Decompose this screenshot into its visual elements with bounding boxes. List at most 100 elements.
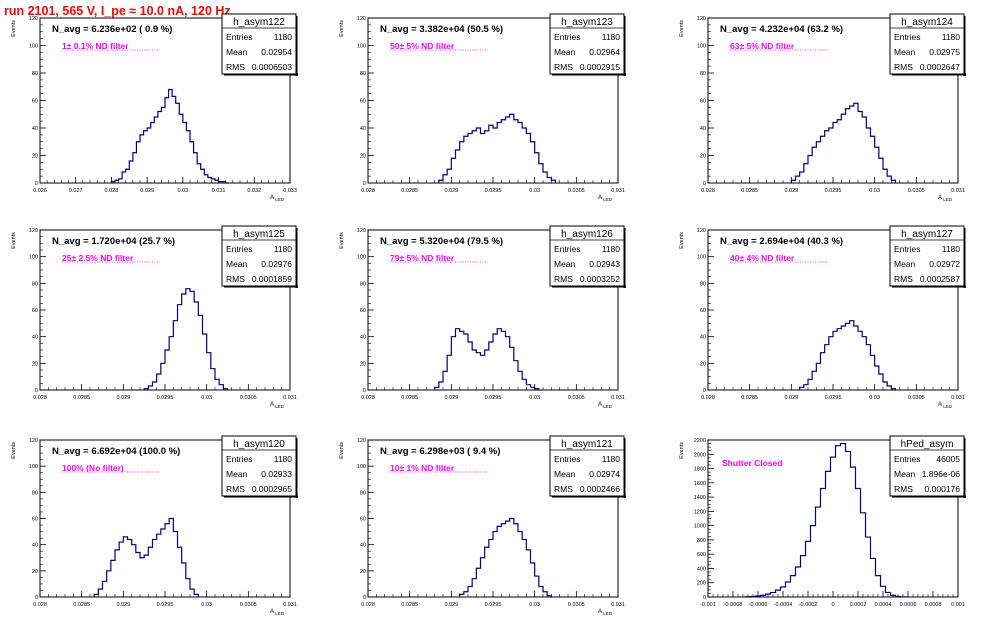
stats-label: Mean (226, 469, 248, 479)
x-tick-label: 0.033 (283, 188, 297, 194)
x-axis-title-sub: LED (602, 611, 613, 616)
navg-label: N_avg = 5.320e+04 (79.5 %) (380, 236, 503, 247)
y-tick-label: 1400 (694, 495, 706, 501)
stats-box-title: h_asym120 (233, 439, 285, 450)
y-axis-title: Events (11, 442, 17, 459)
navg-label: N_avg = 6.692e+04 (100.0 %) (52, 446, 180, 457)
y-tick-label: 80 (360, 490, 366, 496)
navg-label: N_avg = 1.720e+04 (25.7 %) (52, 236, 175, 247)
y-tick-label: 0 (35, 388, 38, 394)
stats-box-shadow (295, 228, 298, 288)
x-axis-title-main: A (270, 402, 274, 408)
stats-label: Entries (226, 454, 252, 464)
stats-value: 1180 (602, 244, 621, 254)
x-tick-label: 0.028 (105, 188, 119, 194)
stats-box-title: h_asym124 (901, 17, 953, 28)
y-tick-label: 20 (700, 154, 706, 160)
x-tick-label: 0.028 (361, 395, 375, 401)
stats-label: Entries (226, 244, 252, 254)
stats-box (221, 13, 297, 75)
stats-value: 0.0002915 (580, 62, 620, 72)
y-tick-label: 0 (703, 388, 706, 394)
y-tick-label: 120 (357, 228, 366, 234)
stats-box-title: h_asym123 (561, 17, 613, 28)
y-tick-label: 80 (32, 490, 38, 496)
y-tick-label: 60 (32, 308, 38, 314)
y-tick-label: 2200 (694, 438, 706, 444)
y-tick-label: 20 (32, 361, 38, 367)
stats-value: 0.02964 (589, 47, 620, 57)
histogram-pad-hPed_asym: 0 200 400 600 800 1000 1200 1400 1600 1800 2000 220… (679, 435, 966, 608)
y-tick-label: 60 (360, 308, 366, 314)
stats-value: 0.02975 (929, 47, 960, 57)
y-tick-label: 20 (32, 154, 38, 160)
stats-box-shadow (224, 495, 298, 498)
x-tick-label: 0.0295 (485, 602, 502, 608)
x-tick-label: 0.031 (283, 395, 297, 401)
x-axis-title-main: A (270, 609, 274, 615)
stats-label: Mean (554, 259, 576, 269)
y-tick-label: 80 (360, 281, 366, 287)
stats-value: 1180 (274, 244, 293, 254)
stats-value: 0.02972 (929, 259, 960, 269)
stats-label: Entries (894, 454, 920, 464)
y-tick-label: 400 (697, 566, 706, 572)
stats-box-title: h_asym122 (233, 17, 285, 28)
x-axis-title-sub: LED (274, 197, 285, 202)
stats-label: Entries (554, 454, 580, 464)
x-tick-label: 0.0285 (401, 395, 418, 401)
stats-value: 1180 (942, 244, 961, 254)
y-tick-label: 100 (29, 255, 38, 261)
filter-label: 40± 4% ND filter (730, 253, 795, 263)
run-title: run 2101, 565 V, I_pe ≈ 10.0 nA, 120 Hz (4, 4, 231, 18)
stats-label: Entries (554, 244, 580, 254)
stats-box (549, 225, 625, 287)
x-tick-label: 0.029 (444, 395, 458, 401)
y-axis-title: Events (339, 20, 345, 37)
x-tick-label: 0.029 (444, 188, 458, 194)
y-tick-label: 100 (357, 44, 366, 50)
y-tick-label: 1600 (694, 481, 706, 487)
x-axis-title-sub: LED (274, 404, 285, 409)
y-tick-label: 120 (697, 228, 706, 234)
y-tick-label: 40 (32, 126, 38, 132)
histogram-series (799, 320, 897, 390)
stats-label: Mean (226, 47, 248, 57)
y-tick-label: 40 (360, 126, 366, 132)
x-axis-title: A LED (938, 195, 953, 202)
y-tick-label: 1800 (694, 467, 706, 473)
x-tick-label: 0.0305 (568, 188, 585, 194)
x-tick-label: 0.029 (116, 395, 130, 401)
histogram-series (434, 328, 540, 390)
x-tick-label: 0.0004 (875, 602, 892, 608)
stats-value: 0.0006503 (252, 62, 292, 72)
stats-label: RMS (226, 62, 245, 72)
navg-label: N_avg = 4.232e+04 (63.2 %) (720, 24, 843, 35)
stats-box-shadow (224, 73, 298, 76)
x-tick-label: 0.03 (201, 395, 212, 401)
x-tick-label: 0.0006 (900, 602, 917, 608)
stats-box-shadow (963, 228, 966, 288)
y-tick-label: 100 (697, 44, 706, 50)
y-axis-title: Events (11, 20, 17, 37)
y-axis-title: Events (679, 442, 685, 459)
y-tick-label: 60 (700, 99, 706, 105)
y-tick-label: 0 (35, 181, 38, 187)
y-tick-label: 0 (703, 181, 706, 187)
y-tick-label: 120 (29, 438, 38, 444)
x-tick-label: 0.031 (951, 395, 965, 401)
histogram-series (744, 442, 907, 598)
stats-value: 0.000176 (925, 484, 961, 494)
x-tick-label: 0.028 (701, 395, 715, 401)
stats-value: 1180 (274, 32, 293, 42)
histogram-series (110, 88, 230, 184)
filter-label: 25± 2.5% ND filter (62, 253, 134, 263)
x-tick-label: 0.028 (33, 395, 47, 401)
x-tick-label: 0 (831, 602, 834, 608)
y-tick-label: 2000 (694, 452, 706, 458)
stats-value: 1180 (602, 454, 621, 464)
x-tick-label: 0.03 (177, 188, 188, 194)
x-tick-label: 0.0305 (908, 188, 925, 194)
y-tick-label: 100 (357, 255, 366, 261)
x-tick-label: 0.0295 (485, 188, 502, 194)
